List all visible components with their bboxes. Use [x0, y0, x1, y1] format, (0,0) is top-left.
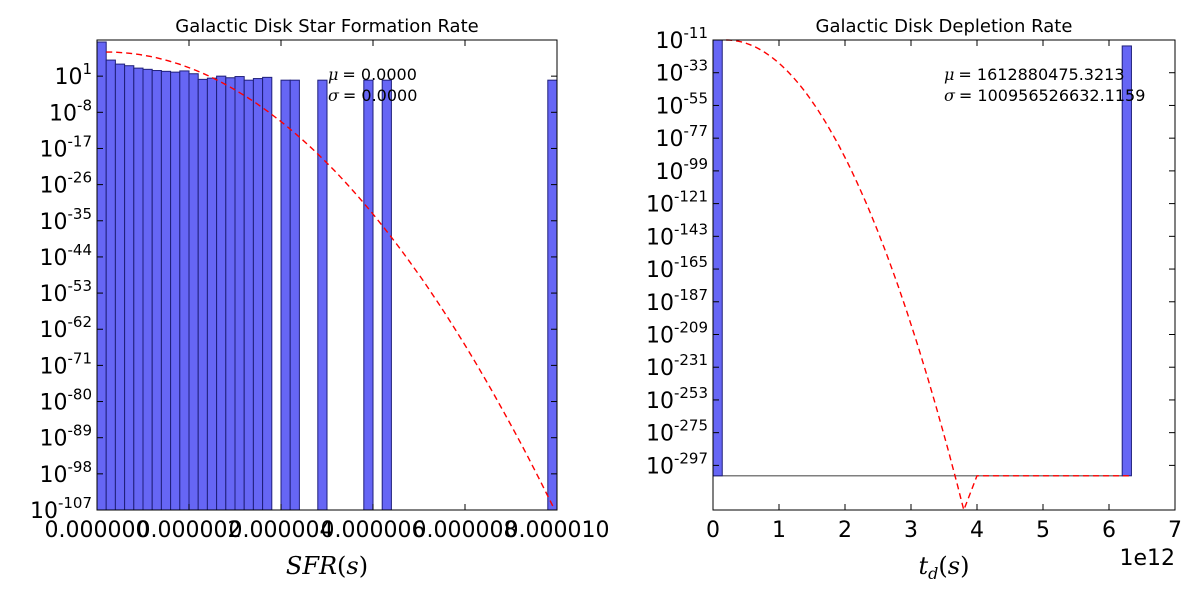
histogram-bar — [547, 79, 558, 511]
x-tick-label: 4 — [970, 518, 984, 543]
y-tick-label: 101 — [54, 60, 92, 90]
depletion-x-axis-ticks: 0 1 2 3 4 5 6 7 — [706, 40, 1182, 543]
y-tick-label: 10-71 — [40, 349, 93, 379]
histogram-bar — [252, 78, 264, 511]
depletion-x-offset-label: 1e12 — [1119, 546, 1175, 571]
x-tick-label: 2 — [838, 518, 852, 543]
histogram-bar — [114, 63, 126, 511]
y-tick-label: 10-89 — [40, 422, 93, 452]
y-tick-label: 10-107 — [30, 494, 92, 524]
depletion-mu-annotation: μ = 1612880475.3213 — [944, 65, 1125, 84]
y-tick-label: 10-121 — [646, 188, 708, 218]
histogram-bar — [225, 77, 236, 511]
sfr-mu-annotation: μ = 0.0000 — [328, 65, 417, 84]
x-tick-label: 3 — [904, 518, 918, 543]
y-tick-label: 10-44 — [40, 241, 93, 271]
depletion-fit-curve — [726, 39, 1129, 513]
y-tick-label: 10-187 — [646, 286, 708, 316]
x-tick-label: 6 — [1102, 518, 1116, 543]
histogram-bar — [1121, 45, 1132, 477]
histogram-bar — [105, 59, 116, 511]
y-tick-label: 10-231 — [646, 351, 708, 381]
histogram-bar — [142, 68, 153, 511]
histogram-bar — [188, 73, 199, 511]
histogram-bar — [197, 78, 208, 511]
histogram-bar — [317, 79, 328, 511]
depletion-plot-area — [713, 40, 1175, 510]
x-tick-label: 0.000010 — [505, 518, 610, 543]
x-tick-label: 0 — [706, 518, 720, 543]
sfr-chart-title: Galactic Disk Star Formation Rate — [175, 16, 478, 37]
histogram-bar — [280, 79, 291, 511]
histogram-bar — [206, 77, 218, 511]
depletion-chart: Galactic Disk Depletion Rate 10-1110-331… — [646, 16, 1182, 583]
y-tick-label: 10-98 — [40, 458, 93, 488]
histogram-bar — [160, 70, 172, 511]
histogram-bar — [151, 70, 162, 511]
x-tick-label: 0.000008 — [413, 518, 518, 543]
histogram-bar — [170, 71, 181, 511]
x-tick-label: 0.000000 — [45, 518, 150, 543]
histogram-bar — [216, 75, 227, 511]
histogram-bar — [133, 67, 144, 511]
y-tick-label: 10-253 — [646, 384, 708, 414]
y-tick-label: 10-297 — [646, 449, 708, 479]
y-tick-label: 10-33 — [656, 57, 709, 87]
y-tick-label: 10-99 — [656, 155, 709, 185]
y-tick-label: 10-8 — [49, 96, 92, 126]
histogram-bar — [243, 79, 254, 511]
y-tick-label: 10-80 — [40, 386, 93, 416]
y-tick-label: 10-11 — [656, 24, 709, 54]
histogram-bar — [234, 76, 245, 511]
depletion-chart-title: Galactic Disk Depletion Rate — [816, 16, 1073, 37]
y-tick-label: 10-35 — [40, 205, 93, 235]
x-tick-label: 5 — [1036, 518, 1050, 543]
depletion-sigma-annotation: σ = 100956526632.1159 — [944, 86, 1145, 105]
y-tick-label: 10-26 — [40, 169, 93, 199]
y-tick-label: 10-77 — [656, 122, 709, 152]
histogram-bar — [381, 79, 392, 511]
sfr-fit-curve — [106, 51, 556, 511]
sfr-y-axis-ticks: 101 10-8 10-17 10-26 10-35 10-44 10-53 10-62 10-… — [30, 60, 557, 524]
x-tick-label: 1 — [772, 518, 786, 543]
y-tick-label: 10-143 — [646, 220, 708, 250]
sfr-plot-frame — [96, 39, 558, 511]
sfr-sigma-annotation: σ = 0.0000 — [328, 86, 417, 105]
x-tick-label: 0.000004 — [229, 518, 334, 543]
y-tick-label: 10-17 — [40, 132, 93, 162]
y-tick-label: 10-53 — [40, 277, 93, 307]
depletion-x-axis-label: td(s) — [919, 552, 970, 583]
y-tick-label: 10-209 — [646, 318, 708, 348]
sfr-x-axis-label: SFR(s) — [286, 552, 368, 580]
depletion-plot-frame — [712, 39, 1176, 511]
y-tick-label: 10-165 — [646, 253, 708, 283]
histogram-bar — [124, 65, 135, 511]
x-tick-label: 0.000006 — [321, 518, 426, 543]
histogram-bar — [363, 79, 374, 511]
depletion-y-axis-ticks: 10-1110-3310-5510-7710-9910-12110-14310-… — [646, 24, 1175, 479]
y-tick-label: 10-55 — [656, 89, 709, 119]
sfr-chart: Galactic Disk Star Formation Rate 101 10-… — [30, 16, 610, 580]
x-tick-label: 0.000002 — [137, 518, 242, 543]
y-tick-label: 10-275 — [646, 417, 708, 447]
sfr-x-axis-ticks: 0.0000000.0000020.0000040.0000060.000008… — [45, 40, 610, 543]
histogram-bar — [262, 76, 273, 511]
histogram-bar — [179, 70, 190, 511]
y-tick-label: 10-62 — [40, 313, 93, 343]
x-tick-label: 7 — [1168, 518, 1182, 543]
histogram-bar — [289, 79, 300, 511]
